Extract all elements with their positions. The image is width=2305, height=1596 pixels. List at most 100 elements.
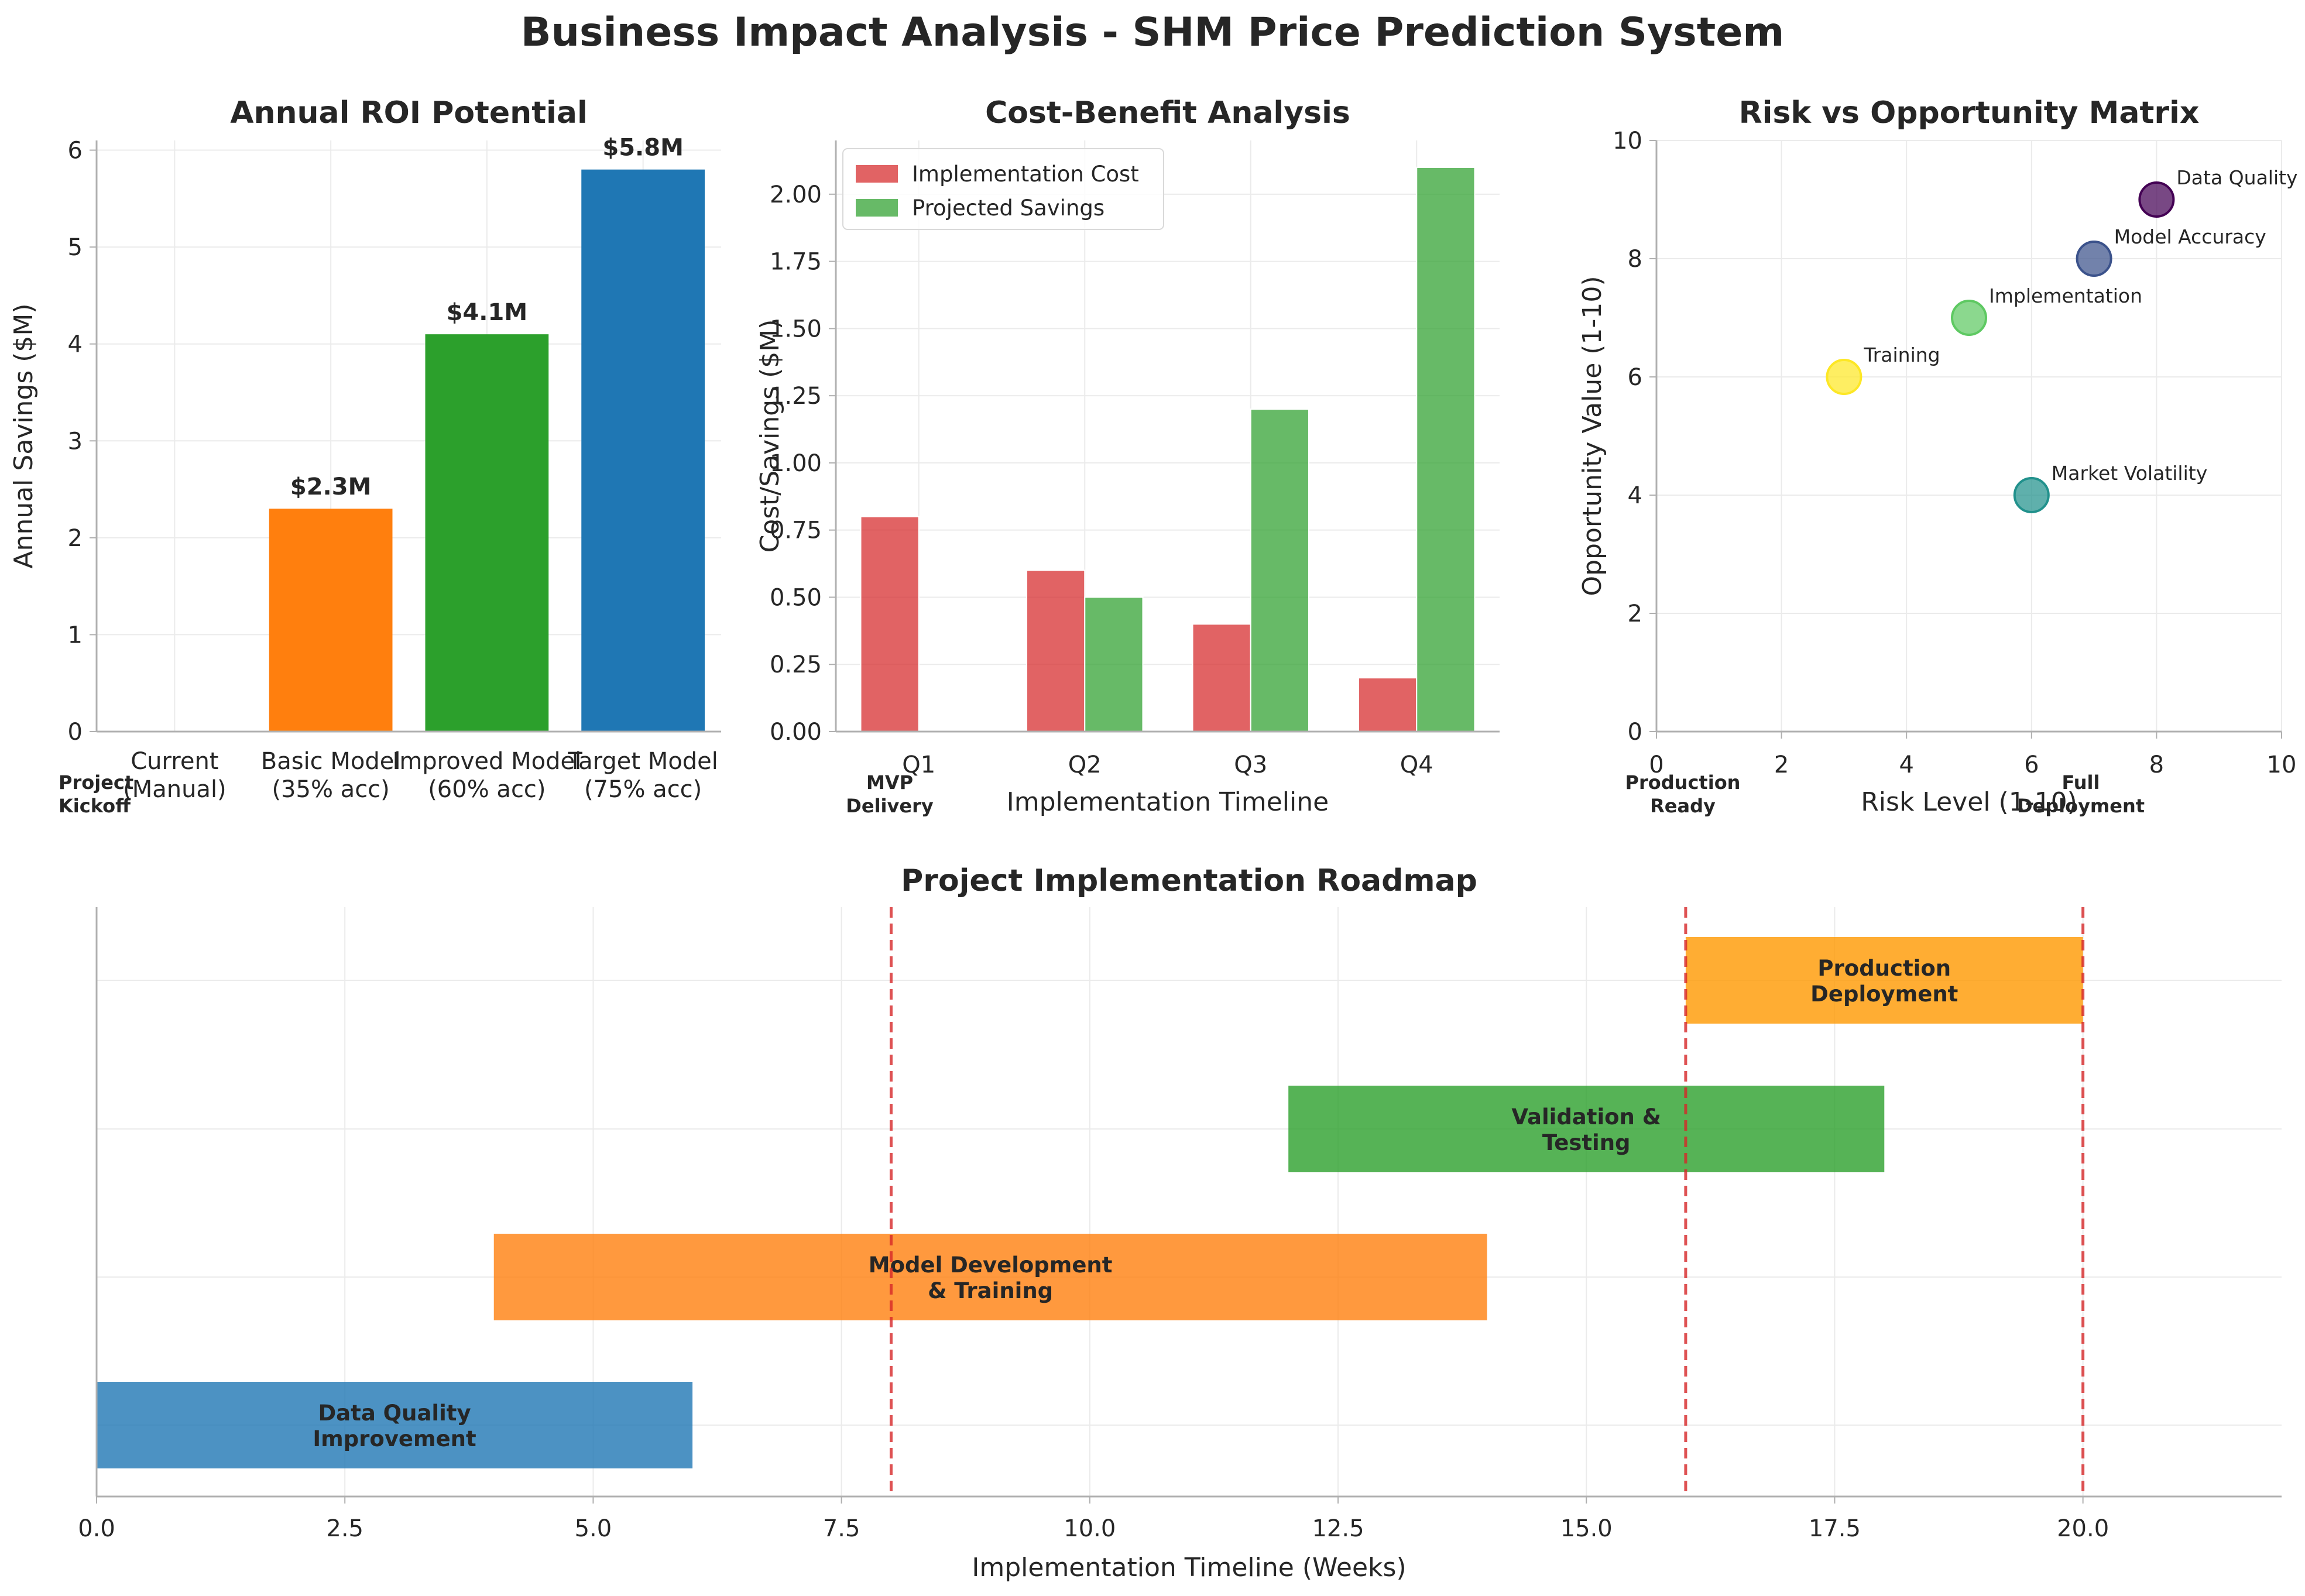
roi-x-tick-label: Current (Manual) bbox=[123, 748, 227, 803]
cost-title: Cost-Benefit Analysis bbox=[985, 95, 1350, 131]
roadmap-x-tick-label: 15.0 bbox=[1560, 1515, 1613, 1542]
roi-y-tick-label: 2 bbox=[68, 525, 83, 552]
roi-x-tick-label: Improved Model (60% acc) bbox=[393, 748, 582, 803]
roi-y-tick-label: 6 bbox=[68, 138, 83, 164]
roi-data-label: $2.3M bbox=[290, 473, 372, 500]
risk-x-axis-label: Risk Level (1-10) bbox=[1861, 787, 2077, 817]
risk-x-tick-label: 6 bbox=[2024, 751, 2039, 778]
roadmap-task-label: Production Deployment bbox=[1810, 956, 1958, 1007]
cost-bar-savings bbox=[1416, 166, 1476, 732]
roadmap-task-bar bbox=[1288, 1086, 1885, 1172]
roadmap-task-label: Validation & Testing bbox=[1511, 1104, 1661, 1155]
cost-legend-label: Implementation Cost bbox=[912, 162, 1139, 187]
risk-point bbox=[1951, 300, 1987, 336]
cost-x-tick-label: Q2 bbox=[1068, 751, 1102, 778]
cost-y-tick-label: 1.75 bbox=[770, 249, 822, 276]
roi-y-tick-label: 4 bbox=[68, 331, 83, 358]
roadmap-x-tick-label: 5.0 bbox=[575, 1515, 612, 1542]
risk-matrix-panel: 0 2 4 6 8 10 0 2 4 6 8 10 Data Quality Model Accuracy… bbox=[1577, 95, 2298, 817]
risk-x-tick-label: 2 bbox=[1774, 751, 1789, 778]
roadmap-x-tick-label: 17.5 bbox=[1809, 1515, 1861, 1542]
cost-legend-swatch bbox=[856, 165, 898, 183]
roi-x-tick-label: Target Model (75% acc) bbox=[567, 748, 718, 803]
cost-benefit-panel: 0.00 0.25 0.50 0.75 1.00 1.25 1.50 1.75 2.00 Q1 Q2… bbox=[755, 95, 1500, 817]
risk-point-label: Data Quality bbox=[2176, 166, 2297, 189]
roadmap-x-axis-label: Implementation Timeline (Weeks) bbox=[972, 1553, 1406, 1583]
roi-bar bbox=[581, 169, 705, 732]
cost-bar-implementation bbox=[1192, 623, 1251, 733]
risk-point bbox=[2013, 477, 2050, 513]
risk-x-tick-label: 4 bbox=[1899, 751, 1913, 778]
cost-y-tick-label: 1.25 bbox=[770, 383, 822, 410]
roi-y-tick-label: 1 bbox=[68, 622, 83, 648]
cost-bar-savings bbox=[1084, 596, 1144, 732]
cost-x-tick-label: Q3 bbox=[1234, 751, 1267, 778]
roi-panel: 0 1 2 3 4 5 6 Current (Manual) $2.3M Basic Model (3… bbox=[9, 95, 721, 803]
cost-y-tick-label: 1.00 bbox=[770, 450, 822, 477]
risk-x-tick-label: 10 bbox=[2267, 751, 2297, 778]
risk-x-tick-label: 0 bbox=[1649, 751, 1663, 778]
roadmap-milestone-label: Production Ready bbox=[1625, 771, 1741, 817]
roadmap-panel: 0.0 2.5 5.0 7.5 10.0 12.5 15.0 17.5 20.0 Data Qua… bbox=[59, 771, 2282, 1583]
roi-data-label: $4.1M bbox=[447, 299, 528, 326]
roi-bar bbox=[269, 509, 393, 732]
cost-y-axis-label: Cost/Savings ($M) bbox=[755, 320, 785, 553]
risk-point-label: Training bbox=[1863, 344, 1940, 366]
risk-title: Risk vs Opportunity Matrix bbox=[1739, 95, 2200, 131]
roadmap-task-bar bbox=[493, 1234, 1487, 1320]
risk-x-tick-label: 8 bbox=[2149, 751, 2164, 778]
cost-x-tick-label: Q1 bbox=[902, 751, 935, 778]
roadmap-milestone-label: Project Kickoff bbox=[59, 771, 133, 817]
cost-y-tick-label: 0.25 bbox=[770, 651, 822, 678]
roadmap-x-tick-label: 7.5 bbox=[823, 1515, 860, 1542]
risk-point bbox=[1826, 359, 1862, 395]
risk-point bbox=[2076, 241, 2112, 277]
risk-point-label: Implementation bbox=[1989, 284, 2142, 307]
figure-suptitle: Business Impact Analysis - SHM Price Pre… bbox=[521, 9, 1784, 56]
risk-y-axis-label: Opportunity Value (1-10) bbox=[1577, 276, 1607, 596]
cost-legend-box bbox=[842, 148, 1164, 230]
roi-y-tick-label: 0 bbox=[68, 719, 83, 746]
roadmap-task-label: Data Quality Improvement bbox=[313, 1401, 476, 1451]
roi-data-label: $5.8M bbox=[602, 135, 684, 162]
roi-y-tick-label: 5 bbox=[68, 234, 83, 261]
roadmap-milestone-label: MVP Delivery bbox=[846, 771, 934, 817]
risk-y-tick-label: 6 bbox=[1628, 364, 1642, 391]
cost-x-tick-label: Q4 bbox=[1400, 751, 1433, 778]
cost-y-tick-label: 2.00 bbox=[770, 181, 822, 208]
cost-y-tick-label: 0.00 bbox=[770, 719, 822, 746]
risk-point bbox=[2138, 181, 2175, 218]
roadmap-title: Project Implementation Roadmap bbox=[901, 863, 1477, 898]
roi-bar bbox=[425, 334, 549, 732]
roadmap-task-label: Model Development & Training bbox=[869, 1252, 1113, 1303]
roadmap-task-bar bbox=[97, 1382, 693, 1468]
risk-y-tick-label: 2 bbox=[1628, 600, 1642, 627]
risk-y-tick-label: 4 bbox=[1628, 482, 1642, 509]
cost-x-axis-label: Implementation Timeline bbox=[1007, 787, 1329, 817]
cost-bar-implementation bbox=[1358, 677, 1418, 732]
roi-y-tick-label: 3 bbox=[68, 428, 83, 455]
cost-y-tick-label: 0.75 bbox=[770, 517, 822, 544]
risk-point-label: Market Volatility bbox=[2052, 462, 2207, 485]
roadmap-x-tick-label: 10.0 bbox=[1064, 1515, 1116, 1542]
cost-bar-implementation bbox=[1026, 569, 1086, 733]
roadmap-milestone-label: Full Deployment bbox=[2017, 771, 2145, 817]
risk-y-tick-label: 8 bbox=[1628, 246, 1642, 273]
cost-legend-swatch bbox=[856, 199, 898, 217]
roadmap-x-tick-label: 0.0 bbox=[78, 1515, 115, 1542]
roi-title: Annual ROI Potential bbox=[230, 95, 588, 131]
roadmap-x-tick-label: 20.0 bbox=[2057, 1515, 2109, 1542]
roadmap-x-tick-label: 2.5 bbox=[326, 1515, 363, 1542]
cost-legend-label: Projected Savings bbox=[912, 195, 1105, 221]
risk-y-tick-label: 0 bbox=[1628, 719, 1642, 746]
roadmap-x-tick-label: 12.5 bbox=[1312, 1515, 1364, 1542]
risk-y-tick-label: 10 bbox=[1613, 128, 1642, 155]
cost-bar-savings bbox=[1250, 409, 1309, 732]
cost-bar-implementation bbox=[860, 516, 920, 733]
cost-y-tick-label: 1.50 bbox=[770, 315, 822, 342]
cost-y-tick-label: 0.50 bbox=[770, 584, 822, 611]
roi-y-axis-label: Annual Savings ($M) bbox=[9, 303, 39, 568]
risk-point-label: Model Accuracy bbox=[2114, 225, 2266, 248]
roi-x-tick-label: Basic Model (35% acc) bbox=[261, 748, 401, 803]
